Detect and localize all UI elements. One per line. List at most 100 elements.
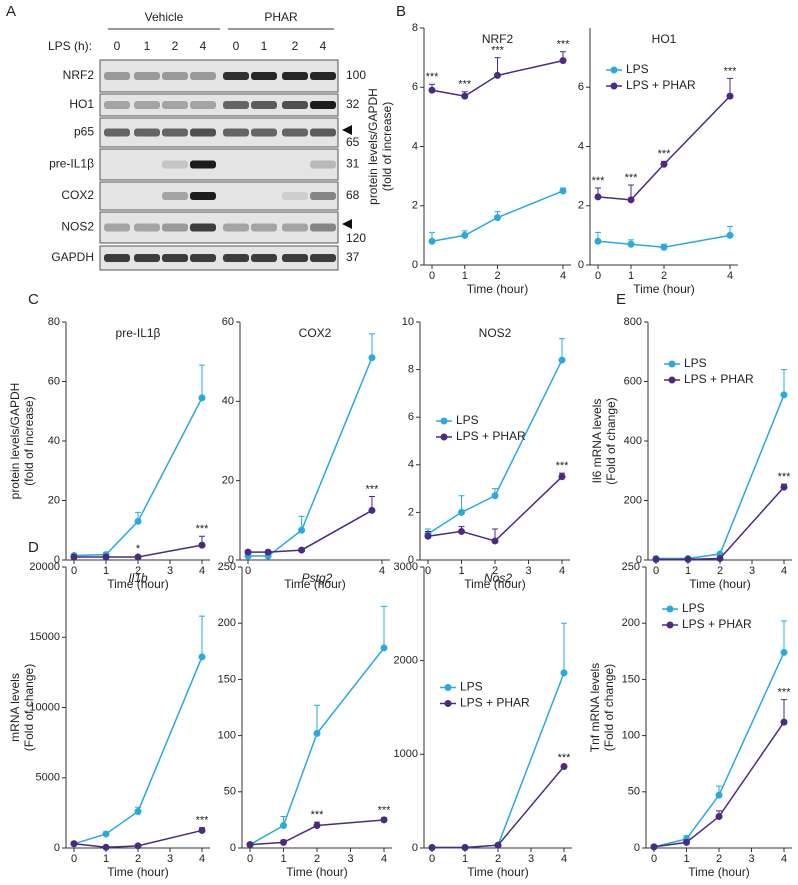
- x-tick-label: 2: [314, 853, 320, 865]
- band: [134, 224, 160, 232]
- x-tick-label: 4: [781, 565, 787, 577]
- lane-label: 2: [292, 39, 299, 53]
- y-axis-label: (Fold of change): [604, 397, 618, 484]
- band: [162, 129, 188, 137]
- data-point: [492, 492, 499, 499]
- error-bar: [561, 623, 567, 673]
- band: [223, 129, 249, 137]
- y-tick-label: 15000: [29, 631, 60, 643]
- x-tick-label: 1: [462, 270, 468, 282]
- data-point: [717, 555, 724, 562]
- data-point: [781, 649, 788, 656]
- mw-label: 37: [346, 250, 360, 264]
- y-axis-label: (fold of increase): [380, 102, 394, 191]
- x-tick-label: 4: [381, 853, 387, 865]
- lane-label: 0: [233, 39, 240, 53]
- lane-label: 1: [261, 39, 268, 53]
- legend-label: LPS: [626, 62, 649, 76]
- x-tick-label: 3: [528, 853, 534, 865]
- arrowhead: [342, 125, 352, 135]
- y-tick-label: 3000: [394, 561, 418, 573]
- data-point: [561, 763, 568, 770]
- y-tick-label: 0: [412, 259, 418, 271]
- band: [162, 101, 188, 109]
- x-axis-label: Time (hour): [467, 282, 529, 296]
- significance: ***: [778, 471, 792, 483]
- y-axis-label: mRNA levels: [8, 673, 22, 742]
- data-point: [103, 844, 110, 851]
- significance: *: [136, 543, 141, 555]
- data-point: [781, 391, 788, 398]
- band: [190, 224, 216, 232]
- legend-label: LPS + PHAR: [460, 696, 530, 710]
- data-point: [280, 839, 287, 846]
- band: [162, 224, 188, 232]
- mw-label: 100: [346, 68, 366, 82]
- data-point: [559, 357, 566, 364]
- data-point: [103, 830, 110, 837]
- data-point: [716, 813, 723, 820]
- x-tick-label: 0: [71, 853, 77, 865]
- band: [104, 101, 130, 109]
- legend-label: LPS: [456, 413, 479, 427]
- x-tick-label: 2: [135, 853, 141, 865]
- significance: ***: [557, 39, 571, 51]
- error-bar: [314, 705, 320, 733]
- x-tick-label: 3: [749, 565, 755, 577]
- data-point: [425, 533, 432, 540]
- x-tick-label: 2: [494, 270, 500, 282]
- y-tick-label: 6: [408, 411, 414, 423]
- y-tick-label: 150: [218, 673, 236, 685]
- data-point: [429, 87, 436, 94]
- x-tick-label: 0: [651, 853, 657, 865]
- data-point: [314, 730, 321, 737]
- y-tick-label: 8: [408, 364, 414, 376]
- band: [223, 224, 249, 232]
- band: [134, 101, 160, 109]
- x-tick-label: 1: [683, 853, 689, 865]
- x-tick-label: 3: [167, 565, 173, 577]
- y-axis-label: protein levels/GAPDH: [8, 383, 22, 500]
- significance: ***: [378, 805, 392, 817]
- row-label: NOS2: [61, 220, 94, 234]
- band: [282, 192, 308, 200]
- significance: ***: [196, 523, 210, 535]
- legend-marker: [667, 622, 674, 629]
- data-point: [661, 161, 668, 168]
- chart-title: HO1: [652, 32, 677, 46]
- y-tick-label: 4: [412, 140, 418, 152]
- group-label: PHAR: [264, 10, 298, 24]
- data-point: [781, 719, 788, 726]
- data-point: [685, 556, 692, 563]
- x-tick-label: 2: [717, 565, 723, 577]
- band: [310, 161, 336, 169]
- x-tick-label: 2: [661, 270, 667, 282]
- x-tick-label: 0: [429, 270, 435, 282]
- y-tick-label: 50: [628, 786, 640, 798]
- mw-label: 65: [346, 135, 360, 149]
- data-point: [716, 792, 723, 799]
- error-bar: [781, 370, 787, 395]
- data-point: [135, 808, 142, 815]
- x-axis-label: Time (hour): [107, 865, 169, 879]
- data-point: [245, 549, 252, 556]
- data-point: [429, 844, 436, 851]
- x-tick-label: 0: [245, 565, 251, 577]
- series-line: [654, 722, 784, 847]
- significance: ***: [558, 752, 572, 764]
- x-tick-label: 1: [628, 270, 634, 282]
- x-tick-label: 1: [280, 853, 286, 865]
- significance: ***: [366, 483, 380, 495]
- data-point: [628, 196, 635, 203]
- row-label: COX2: [61, 188, 94, 202]
- legend-marker: [445, 700, 452, 707]
- x-axis-label: Time (hour): [286, 865, 348, 879]
- data-point: [661, 244, 668, 251]
- x-tick-label: 1: [103, 565, 109, 577]
- y-tick-label: 60: [48, 375, 60, 387]
- data-point: [561, 669, 568, 676]
- y-tick-label: 200: [218, 617, 236, 629]
- legend-marker: [611, 83, 618, 90]
- band: [104, 129, 130, 137]
